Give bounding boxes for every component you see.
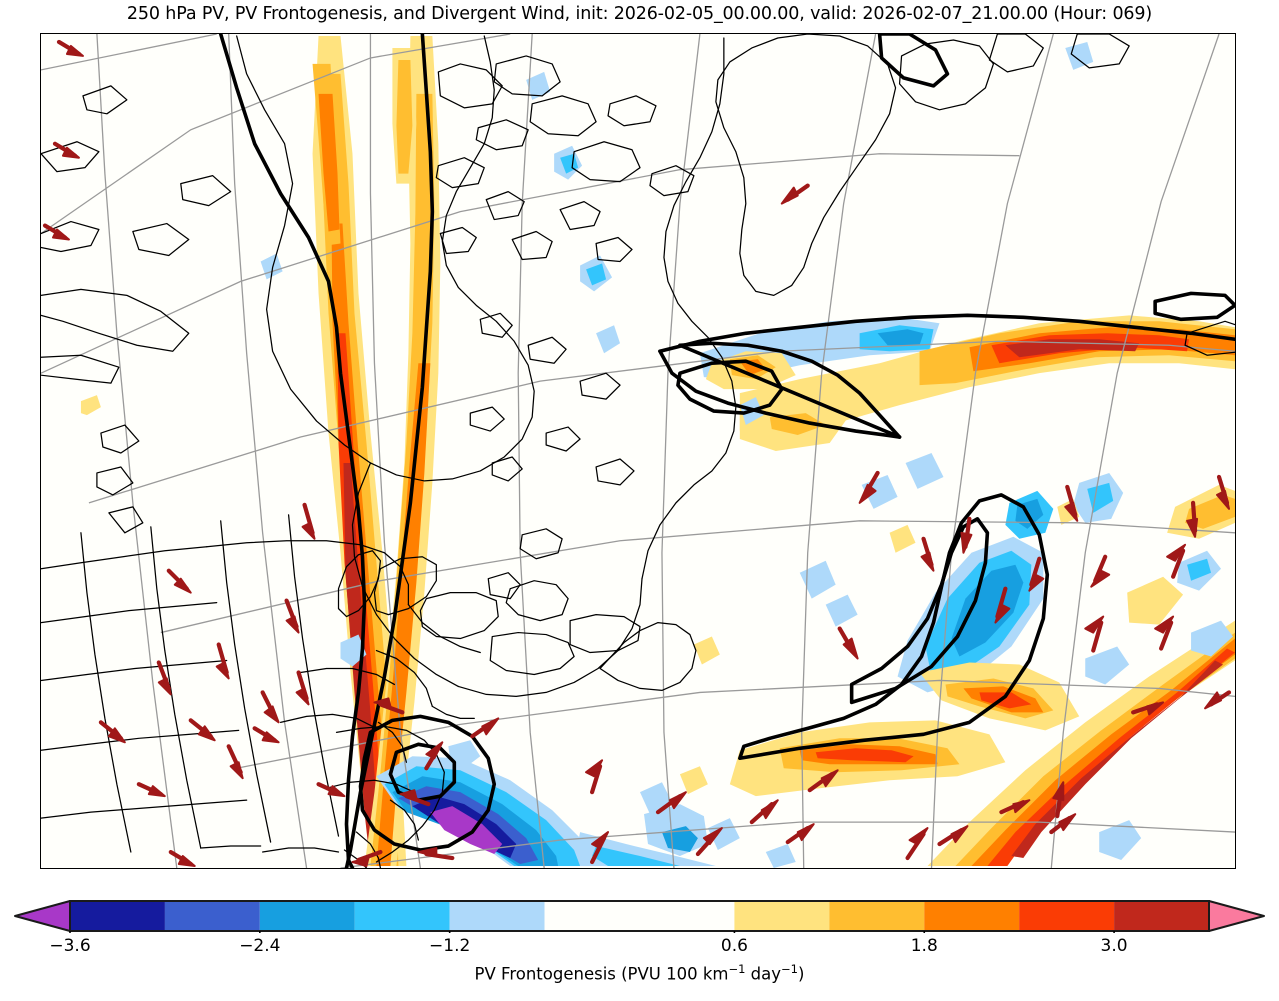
- cold-patch-ne: [448, 740, 481, 769]
- colorbar-band: [449, 901, 545, 931]
- colorbar-tick-label: −3.6: [49, 936, 91, 956]
- wind-arrow: [785, 823, 815, 845]
- wind-arrow: [807, 769, 839, 793]
- colorbar-band: [924, 901, 1020, 931]
- colorbar-band: [1114, 901, 1209, 931]
- colorbar-under-triangle: [14, 900, 71, 932]
- pv-contour-layer: [218, 34, 1235, 868]
- southeast-atlantic-band: [927, 484, 1235, 867]
- wind-arrow: [749, 799, 779, 825]
- page-title: 250 hPa PV, PV Frontogenesis, and Diverg…: [126, 4, 1153, 24]
- colorbar-band: [829, 901, 925, 931]
- wind-arrow: [424, 741, 444, 771]
- positive-frontogenesis-band-east: [364, 35, 441, 867]
- wind-arrow: [1049, 813, 1077, 835]
- wind-arrow: [1090, 554, 1111, 588]
- divergent-wind-arrow-layer: [42, 39, 1232, 868]
- colorbar[interactable]: [13, 899, 1266, 933]
- wind-arrow: [960, 516, 973, 554]
- colorbar-tick-label: 3.0: [1100, 936, 1128, 956]
- negative-frontogenesis-band-southeast: [576, 804, 716, 867]
- colorbar-band: [164, 901, 260, 931]
- wind-arrow: [295, 670, 310, 706]
- wind-arrow: [52, 141, 80, 159]
- scattered-cold-blobs: [639, 397, 944, 868]
- map-plot-area[interactable]: [40, 33, 1236, 869]
- wind-arrow: [168, 849, 196, 868]
- wind-arrow: [260, 690, 280, 724]
- wind-arrow: [695, 827, 723, 857]
- wind-arrow: [837, 626, 859, 660]
- colorbar-canvas: [14, 900, 1265, 933]
- wind-arrow: [1131, 701, 1165, 716]
- wind-arrow: [1154, 615, 1175, 651]
- colorbar-bands: [70, 901, 1209, 931]
- coastline-layer: [41, 34, 1235, 868]
- colorbar-band: [1019, 901, 1115, 931]
- wind-arrow: [284, 598, 300, 634]
- colorbar-band: [70, 901, 165, 931]
- wind-arrow: [316, 782, 346, 798]
- arctic-cold-patches: [260, 71, 621, 354]
- wind-arrow: [42, 223, 70, 241]
- colorbar-tick-label: −2.4: [239, 936, 281, 956]
- wind-arrow: [999, 799, 1031, 815]
- map-canvas: [41, 34, 1235, 868]
- wind-arrow: [470, 717, 500, 739]
- colorbar-tick-label: −1.2: [429, 936, 471, 956]
- graticule-layer: [41, 34, 1235, 868]
- wind-arrow: [1166, 543, 1187, 579]
- wind-arrow: [399, 789, 431, 807]
- wind-arrow: [1216, 474, 1231, 510]
- wind-arrow: [780, 183, 810, 205]
- wind-arrow: [858, 470, 880, 504]
- cold-patch-greenland: [1065, 41, 1094, 70]
- wind-arrow: [156, 660, 172, 696]
- wind-arrow: [1064, 484, 1079, 522]
- wind-arrow: [589, 831, 610, 865]
- colorbar-axis-label: PV Frontogenesis (PVU 100 km−1 day−1): [474, 962, 805, 984]
- wind-arrow: [226, 744, 244, 780]
- colorbar-band: [354, 901, 450, 931]
- wind-arrow: [215, 642, 230, 680]
- wind-arrow: [994, 586, 1011, 624]
- wind-arrow: [655, 791, 687, 815]
- wind-arrow: [585, 759, 604, 795]
- wind-arrow: [136, 782, 166, 798]
- wind-arrow: [905, 827, 929, 861]
- wind-arrow: [1028, 556, 1045, 592]
- wind-arrow: [1052, 781, 1065, 819]
- wind-arrow: [98, 720, 126, 744]
- wind-arrow: [301, 502, 316, 540]
- wind-arrow: [252, 726, 280, 744]
- wind-arrow: [351, 849, 383, 868]
- wind-arrow: [937, 825, 969, 847]
- wind-arrow: [56, 39, 84, 57]
- wind-arrow: [373, 697, 405, 715]
- warm-patch-left: [80, 395, 101, 416]
- colorbar-band: [734, 901, 830, 931]
- colorbar-tick-labels: −3.6 −2.4 −1.2 0.6 1.8 3.0: [0, 936, 1279, 962]
- colorbar-band: [544, 901, 735, 931]
- wind-arrow: [920, 536, 935, 572]
- wind-arrow: [1186, 500, 1199, 538]
- colorbar-over-triangle: [1208, 900, 1265, 932]
- wind-arrow: [166, 568, 192, 594]
- wind-arrow: [417, 847, 455, 861]
- wind-arrow: [1204, 690, 1232, 710]
- wind-arrow: [1084, 615, 1105, 653]
- colorbar-ticks: [69, 931, 1115, 933]
- colorbar-tick-label: 1.8: [910, 936, 938, 956]
- scattered-warm-blobs: [679, 498, 1080, 795]
- colorbar-tick-label: 0.6: [720, 936, 748, 956]
- colorbar-band: [259, 901, 355, 931]
- wind-arrow: [188, 718, 216, 742]
